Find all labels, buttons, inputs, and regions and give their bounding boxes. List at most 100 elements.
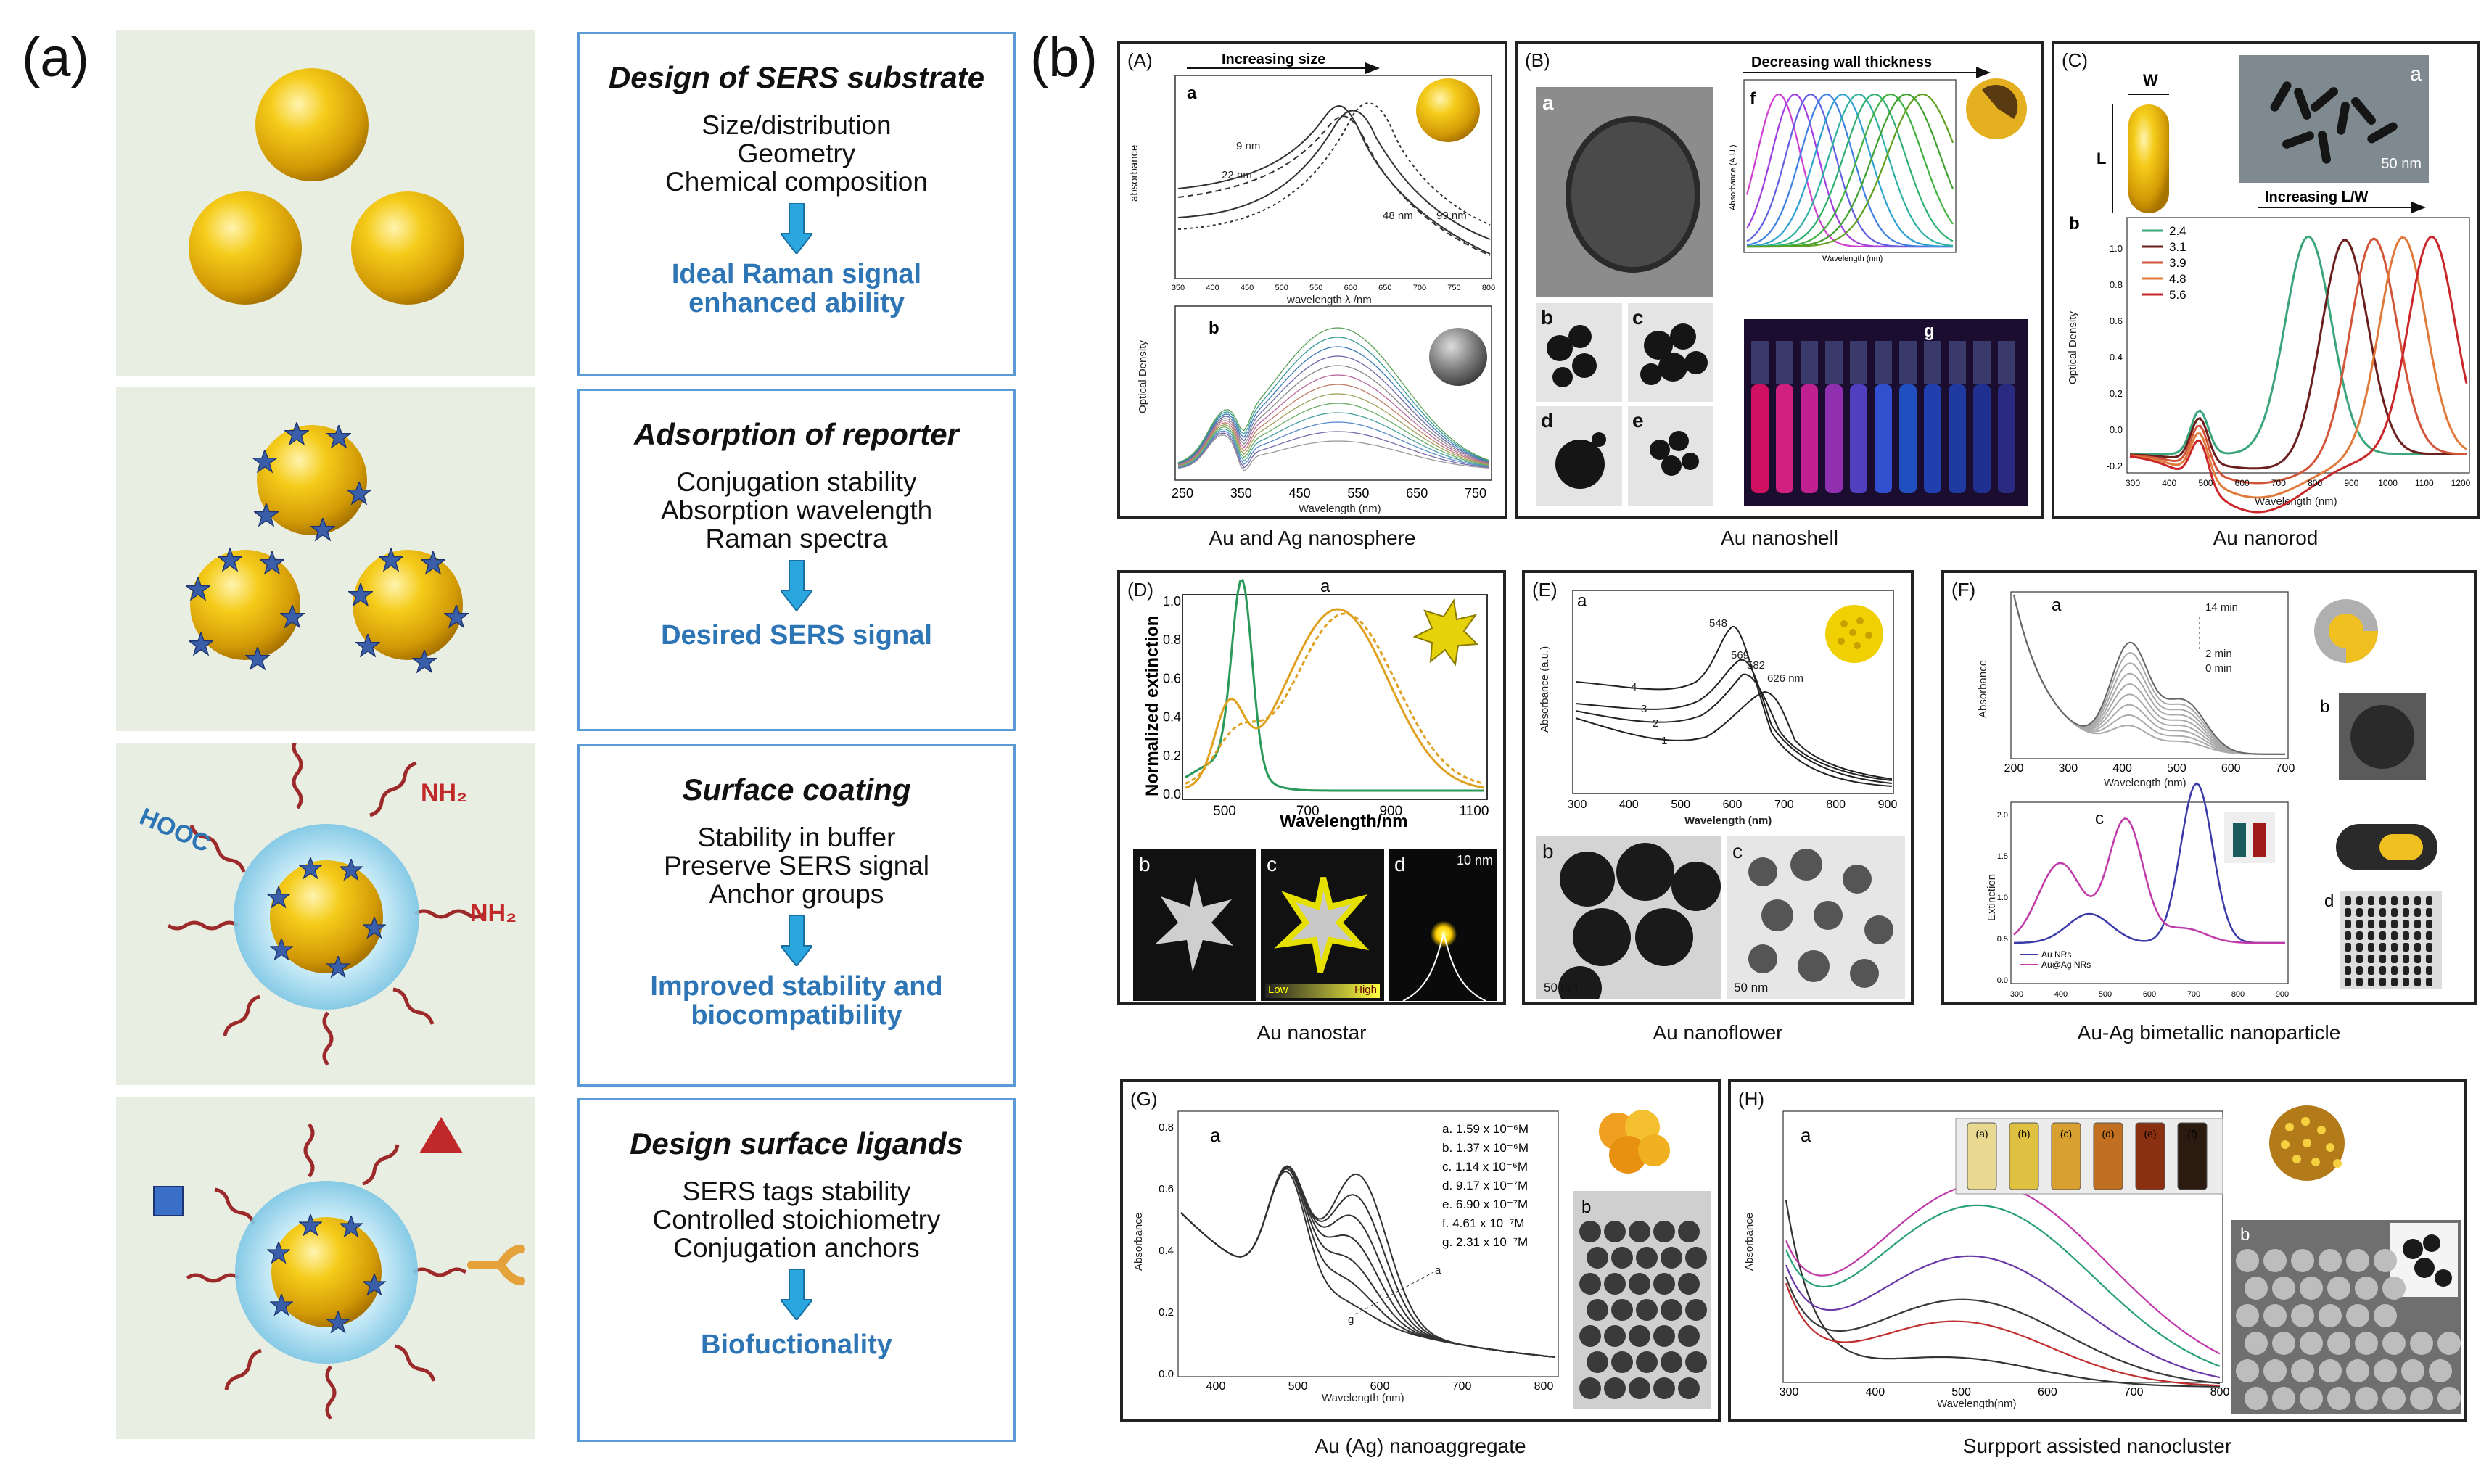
particle [1636, 1247, 1658, 1269]
spectrum-line [1746, 93, 1953, 248]
particle [2401, 1359, 2424, 1382]
flower-particles [1558, 843, 1721, 999]
legend-label: Au NRs [2041, 949, 2071, 960]
sub-label: b [2320, 697, 2329, 717]
tick-label: 700 [2271, 478, 2286, 488]
panel-caption: Surpport assisted nanocluster [1962, 1435, 2232, 1457]
vial [2135, 1122, 2165, 1190]
down-arrow-icon [781, 1269, 812, 1320]
label-b: (b) [1030, 27, 1098, 88]
vial [2093, 1122, 2123, 1190]
concentration-label: c. 1.14 x 10⁻⁶M [1442, 1160, 1528, 1174]
tick-label: 0.0 [2110, 424, 2123, 435]
vial [1949, 384, 1966, 493]
particle [2355, 1387, 2378, 1410]
tick-label: 600 [1344, 284, 1357, 292]
step-item: Chemical composition [665, 167, 928, 197]
particle [2245, 1332, 2268, 1355]
particle [2391, 896, 2398, 905]
particle [1653, 1325, 1675, 1347]
particle [2368, 908, 2374, 917]
particle [2345, 920, 2351, 928]
particle [2379, 966, 2386, 975]
panel-caption: Au nanorod [2213, 527, 2319, 549]
sub-label: g [1924, 321, 1935, 341]
spectrum-line [1747, 93, 1954, 248]
tick-label: 0.4 [2110, 352, 2123, 363]
curve-label: d [1960, 1266, 1967, 1279]
particle [2356, 943, 2363, 952]
nanostar-tem [1155, 878, 1233, 972]
vial-cap [1998, 341, 2015, 384]
particle [2391, 931, 2398, 940]
particle [2345, 943, 2351, 952]
spectrum-line [1180, 1165, 1556, 1358]
particle [2245, 1387, 2268, 1410]
sub-label: b [1542, 840, 1554, 862]
spectrum-line [1785, 1277, 2221, 1385]
tick-label: 500 [2167, 762, 2186, 775]
tem-image: d [1536, 406, 1622, 506]
tick-label: 650 [1378, 284, 1391, 292]
particle [1685, 1247, 1707, 1269]
step-title: Adsorption of reporter [634, 417, 959, 451]
arrow-label: Decreasing wall thickness [1751, 54, 1932, 70]
sub-label: b [1139, 853, 1151, 875]
tick-label: 650 [1406, 486, 1428, 500]
spectrum-line [1746, 93, 1953, 247]
step-title: Surface coating [682, 772, 911, 807]
sub-label: a [1801, 1124, 1811, 1146]
spectrum-line [1177, 365, 1489, 465]
particle [1587, 1299, 1608, 1321]
vial-pair [2224, 812, 2275, 863]
tick-label: 750 [1447, 284, 1460, 292]
particle [2403, 908, 2409, 917]
coating-illustration: HOOC NH₂ NH₂ [116, 737, 535, 1085]
vial [1875, 384, 1892, 493]
tick-label: 2.0 [1997, 811, 2008, 820]
scale-bar-label: 10 nm [1456, 853, 1493, 867]
x-label: Wavelength (nm) [1822, 255, 1883, 263]
down-arrow-icon [781, 560, 812, 611]
sub-label: a [1542, 91, 1554, 114]
legend-label: 2.4 [2169, 224, 2186, 238]
rod-core-shell-icon [2336, 824, 2437, 870]
colorbar: Low High [1265, 984, 1380, 998]
tick-label: 500 [2099, 990, 2112, 999]
gold-sphere [255, 68, 369, 181]
particle [1587, 1351, 1608, 1373]
time-label: 0 min [2205, 662, 2232, 675]
tick-label: 600 [2038, 1386, 2057, 1398]
particle [1678, 1221, 1700, 1242]
particle [2414, 943, 2421, 952]
nanorod-icon [2128, 104, 2169, 213]
tick-label: 700 [2276, 762, 2295, 775]
spectrum-line [1177, 393, 1489, 466]
spectrum-line [1185, 608, 1485, 789]
core-shell-icon [2314, 599, 2378, 663]
tick-label: 0.6 [1163, 671, 1181, 685]
spectrum-line [1746, 93, 1954, 247]
tick-label: 700 [1413, 284, 1426, 292]
step-title: Design surface ligands [630, 1126, 963, 1161]
shell-icon [1966, 78, 2027, 139]
concentration-label: e. 6.90 x 10⁻⁷M [1442, 1197, 1528, 1211]
step-item: Raman spectra [705, 524, 888, 553]
tem-image: c 50 nm [1727, 836, 1905, 999]
sub-label: d [1541, 409, 1554, 432]
particle [2368, 931, 2374, 940]
tick-label: 700 [1296, 804, 1320, 819]
tick-label: 300 [1780, 1386, 1799, 1398]
curve-num: 2 [1653, 717, 1658, 730]
spectrum-line [1177, 337, 1489, 463]
particle [2426, 908, 2432, 917]
particle [2236, 1304, 2259, 1327]
curve-label: f [1908, 1200, 1912, 1214]
particle [2414, 896, 2421, 905]
sub-label: d [2324, 891, 2334, 911]
panel-caption: Au (Ag) nanoaggregate [1315, 1435, 1526, 1457]
supported-cluster-icon [2269, 1105, 2345, 1181]
tick-label: 800 [1826, 799, 1846, 811]
particle [2236, 1359, 2259, 1382]
particle [2410, 1332, 2433, 1355]
